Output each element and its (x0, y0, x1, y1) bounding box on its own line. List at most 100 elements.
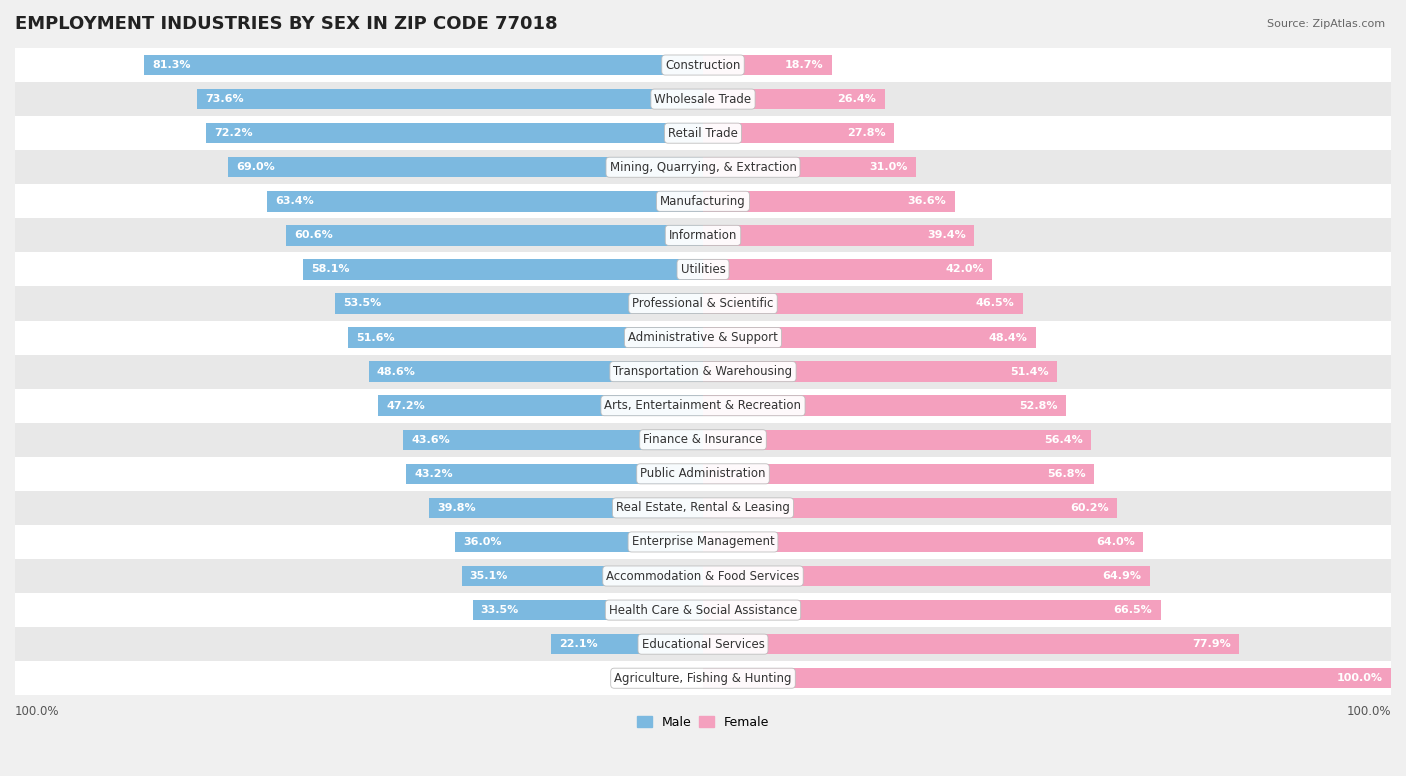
Bar (406, 463, 703, 484)
Text: 100.0%: 100.0% (15, 705, 59, 718)
Bar (15, 423, 1391, 457)
Bar (15, 389, 1391, 423)
Bar (349, 327, 703, 348)
Text: 72.2%: 72.2% (215, 128, 253, 138)
Text: Transportation & Warehousing: Transportation & Warehousing (613, 365, 793, 378)
Bar (15, 48, 1391, 82)
Text: 60.2%: 60.2% (1070, 503, 1109, 513)
Text: Information: Information (669, 229, 737, 242)
Text: 35.1%: 35.1% (470, 571, 508, 581)
Text: Administrative & Support: Administrative & Support (628, 331, 778, 344)
Text: Health Care & Social Assistance: Health Care & Social Assistance (609, 604, 797, 617)
Text: Utilities: Utilities (681, 263, 725, 276)
Bar (404, 430, 703, 450)
Text: Arts, Entertainment & Recreation: Arts, Entertainment & Recreation (605, 399, 801, 412)
Text: Educational Services: Educational Services (641, 638, 765, 650)
Text: Construction: Construction (665, 58, 741, 71)
Text: 100.0%: 100.0% (1337, 674, 1382, 683)
Bar (15, 355, 1391, 389)
Bar (703, 566, 1150, 586)
Text: 60.6%: 60.6% (294, 230, 333, 241)
Text: Source: ZipAtlas.com: Source: ZipAtlas.com (1267, 19, 1385, 29)
Text: Finance & Insurance: Finance & Insurance (644, 433, 762, 446)
Bar (703, 668, 1391, 688)
Bar (335, 293, 703, 314)
Text: Public Administration: Public Administration (640, 467, 766, 480)
Text: 36.6%: 36.6% (908, 196, 946, 206)
Bar (703, 430, 1091, 450)
Text: 26.4%: 26.4% (838, 94, 876, 104)
Text: 63.4%: 63.4% (276, 196, 314, 206)
Text: 27.8%: 27.8% (848, 128, 886, 138)
Bar (15, 286, 1391, 320)
Text: 53.5%: 53.5% (343, 299, 381, 309)
Text: 18.7%: 18.7% (785, 60, 824, 70)
Bar (15, 320, 1391, 355)
Text: Manufacturing: Manufacturing (661, 195, 745, 208)
Bar (456, 532, 703, 553)
Bar (703, 157, 917, 178)
Text: Agriculture, Fishing & Hunting: Agriculture, Fishing & Hunting (614, 672, 792, 684)
Text: Mining, Quarrying, & Extraction: Mining, Quarrying, & Extraction (610, 161, 796, 174)
Bar (15, 218, 1391, 252)
Text: 42.0%: 42.0% (945, 265, 984, 275)
Bar (703, 600, 1160, 620)
Bar (15, 457, 1391, 491)
Text: 58.1%: 58.1% (312, 265, 350, 275)
Bar (285, 225, 703, 245)
Bar (703, 532, 1143, 553)
Text: 46.5%: 46.5% (976, 299, 1015, 309)
Bar (207, 123, 703, 144)
Bar (15, 559, 1391, 593)
Bar (461, 566, 703, 586)
Bar (472, 600, 703, 620)
Text: 39.8%: 39.8% (437, 503, 477, 513)
Bar (15, 661, 1391, 695)
Text: EMPLOYMENT INDUSTRIES BY SEX IN ZIP CODE 77018: EMPLOYMENT INDUSTRIES BY SEX IN ZIP CODE… (15, 15, 558, 33)
Text: Professional & Scientific: Professional & Scientific (633, 297, 773, 310)
Text: 81.3%: 81.3% (152, 60, 190, 70)
Text: 43.6%: 43.6% (412, 435, 450, 445)
Text: Enterprise Management: Enterprise Management (631, 535, 775, 549)
Text: Accommodation & Food Services: Accommodation & Food Services (606, 570, 800, 583)
Bar (703, 259, 993, 279)
Text: 66.5%: 66.5% (1114, 605, 1153, 615)
Bar (703, 293, 1024, 314)
Bar (15, 525, 1391, 559)
Text: 56.8%: 56.8% (1047, 469, 1085, 479)
Bar (703, 497, 1118, 518)
Bar (143, 55, 703, 75)
Text: 22.1%: 22.1% (560, 639, 598, 650)
Text: 51.6%: 51.6% (356, 333, 395, 342)
Text: 69.0%: 69.0% (236, 162, 276, 172)
Text: 43.2%: 43.2% (413, 469, 453, 479)
Bar (15, 491, 1391, 525)
Bar (15, 184, 1391, 218)
Legend: Male, Female: Male, Female (631, 711, 775, 733)
Text: 47.2%: 47.2% (387, 400, 425, 411)
Text: 48.4%: 48.4% (988, 333, 1028, 342)
Bar (703, 327, 1036, 348)
Text: 64.0%: 64.0% (1097, 537, 1135, 547)
Bar (703, 396, 1066, 416)
Text: Retail Trade: Retail Trade (668, 126, 738, 140)
Bar (703, 362, 1057, 382)
Text: 77.9%: 77.9% (1192, 639, 1230, 650)
Bar (703, 463, 1094, 484)
Bar (15, 252, 1391, 286)
Text: 51.4%: 51.4% (1010, 366, 1049, 376)
Text: 52.8%: 52.8% (1019, 400, 1057, 411)
Bar (703, 634, 1239, 654)
Text: 48.6%: 48.6% (377, 366, 416, 376)
Bar (551, 634, 703, 654)
Text: 56.4%: 56.4% (1045, 435, 1083, 445)
Bar (15, 82, 1391, 116)
Bar (228, 157, 703, 178)
Bar (703, 89, 884, 109)
Text: 31.0%: 31.0% (870, 162, 908, 172)
Bar (15, 627, 1391, 661)
Bar (429, 497, 703, 518)
Bar (15, 116, 1391, 151)
Text: Real Estate, Rental & Leasing: Real Estate, Rental & Leasing (616, 501, 790, 514)
Bar (267, 191, 703, 212)
